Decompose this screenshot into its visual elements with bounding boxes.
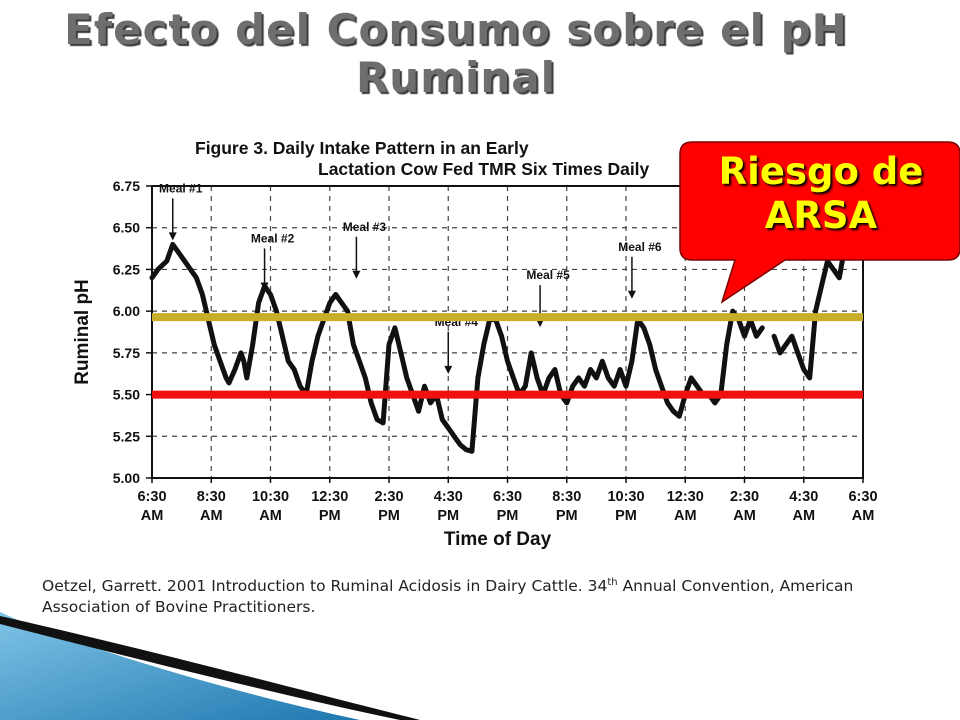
slide-title-line-1: Efecto del Consumo sobre el pH (64, 5, 848, 54)
decor-blue-wave (0, 612, 360, 720)
y-tick-label: 5.00 (113, 470, 140, 486)
citation-part-2: Annual Convention, American Association … (42, 577, 854, 617)
x-tick-label-time: 12:30 (311, 489, 348, 505)
meal-arrow-head (260, 282, 269, 291)
callout-text-line-2: ARSA (764, 194, 878, 237)
y-tick-label: 5.75 (113, 345, 140, 361)
x-tick-label-ampm: AM (259, 508, 282, 524)
slide-title-line-2: Ruminal (355, 53, 557, 102)
y-tick-label: 5.50 (113, 387, 140, 403)
y-tick-label: 5.25 (113, 428, 140, 444)
x-tick-label-time: 6:30 (493, 489, 522, 505)
meal-arrow-head (536, 319, 545, 328)
citation-part-1: Oetzel, Garrett. 2001 Introduction to Ru… (42, 577, 608, 596)
x-axis-label: Time of Day (444, 529, 552, 550)
y-tick-label: 6.50 (113, 220, 140, 236)
decor-dark-stroke (0, 616, 420, 720)
x-tick-label-ampm: PM (615, 508, 637, 524)
x-tick-label-time: 2:30 (374, 489, 403, 505)
x-tick-label-ampm: AM (792, 508, 815, 524)
x-tick-label-ampm: PM (497, 508, 519, 524)
ph-chart: Figure 3. Daily Intake Pattern in an Ear… (72, 138, 960, 550)
x-tick-label-time: 12:30 (667, 489, 704, 505)
y-tick-label: 6.75 (113, 178, 140, 194)
x-tick-label-ampm: AM (200, 508, 223, 524)
x-tick-label-time: 4:30 (434, 489, 463, 505)
x-tick-label-time: 6:30 (848, 489, 877, 505)
x-tick-label-time: 6:30 (137, 489, 166, 505)
meal-label: Meal #1 (159, 181, 203, 195)
x-tick-label-ampm: PM (437, 508, 459, 524)
x-tick-label-time: 10:30 (252, 489, 289, 505)
x-tick-label-time: 4:30 (789, 489, 818, 505)
x-tick-label-time: 8:30 (197, 489, 226, 505)
callout-text: Riesgo de ARSA (686, 150, 956, 238)
x-tick-label-ampm: PM (556, 508, 578, 524)
meal-arrow-head (444, 365, 453, 374)
x-tick-label-time: 2:30 (730, 489, 759, 505)
chart-title-line-2: Lactation Cow Fed TMR Six Times Daily (318, 159, 650, 179)
x-tick-label-ampm: AM (852, 508, 875, 524)
meal-label: Meal #6 (618, 240, 662, 254)
x-tick-label-ampm: PM (319, 508, 341, 524)
y-tick-label: 6.00 (113, 303, 140, 319)
citation-superscript: th (607, 577, 618, 588)
callout-bubble (679, 141, 960, 304)
meal-label: Meal #3 (343, 220, 387, 234)
x-tick-label-time: 8:30 (552, 489, 581, 505)
meal-arrow-head (168, 232, 177, 241)
citation: Oetzel, Garrett. 2001 Introduction to Ru… (42, 572, 902, 618)
meal-arrow-head (627, 290, 636, 299)
slide-title: Efecto del Consumo sobre el pH Ruminal (0, 6, 912, 102)
x-tick-label-ampm: AM (141, 508, 164, 524)
ph-series-line (149, 241, 765, 454)
meal-label: Meal #2 (251, 231, 295, 245)
y-tick-label: 6.25 (113, 261, 140, 277)
callout-text-line-1: Riesgo de (718, 150, 924, 193)
x-tick-label-time: 10:30 (607, 489, 644, 505)
x-tick-label-ampm: AM (733, 508, 756, 524)
x-tick-label-ampm: PM (378, 508, 400, 524)
meal-label: Meal #5 (526, 268, 570, 282)
y-axis-label: Ruminal pH (72, 279, 93, 385)
meal-arrow-head (352, 270, 361, 279)
chart-title-line-1: Figure 3. Daily Intake Pattern in an Ear… (195, 138, 529, 158)
x-tick-label-ampm: AM (674, 508, 697, 524)
